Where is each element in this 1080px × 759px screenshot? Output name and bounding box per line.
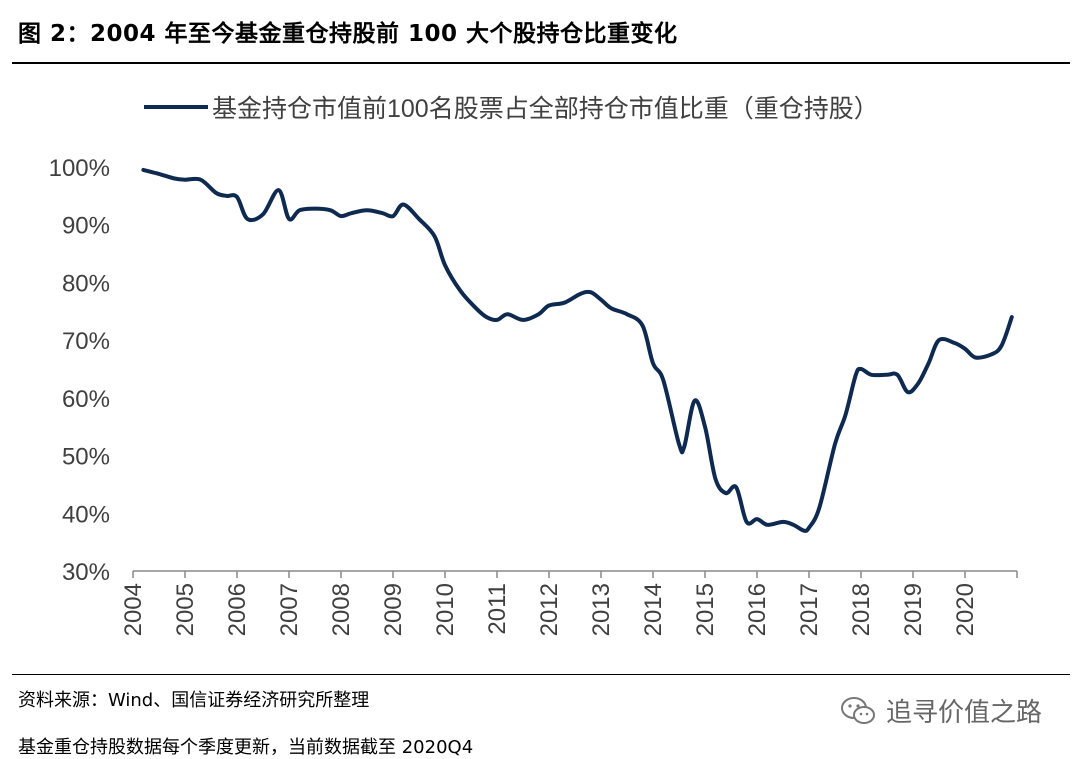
x-tick-label: 2010 [432, 583, 459, 636]
y-tick-label: 60% [62, 386, 110, 413]
legend-label: 基金持仓市值前100名股票占全部持仓市值比重（重仓持股） [212, 95, 879, 123]
x-tick-label: 2012 [536, 583, 563, 636]
x-tick-label: 2006 [224, 583, 251, 636]
x-axis: 2004 2005 2006 2007 2008 2009 2010 2011 2012 2013… [120, 570, 1018, 636]
x-tick-label: 2008 [328, 583, 355, 636]
x-tick-label: 2018 [848, 583, 875, 636]
x-tick-label: 2009 [380, 583, 407, 636]
chart-legend: 基金持仓市值前100名股票占全部持仓市值比重（重仓持股） [144, 95, 879, 123]
x-tick-label: 2004 [120, 583, 147, 636]
y-axis: 100% 90% 80% 70% 60% 50% 40% 30% [49, 155, 110, 586]
watermark-text: 追寻价值之路 [886, 698, 1043, 728]
y-tick-label: 80% [62, 270, 110, 297]
x-tick-label: 2011 [484, 583, 511, 635]
y-tick-label: 100% [49, 155, 110, 182]
data-note: 基金重仓持股数据每个季度更新，当前数据截至 2020Q4 [18, 737, 474, 758]
top-rule [12, 62, 1070, 64]
x-tick-label: 2007 [276, 583, 303, 636]
y-tick-label: 50% [62, 444, 110, 471]
x-tick-label: 2020 [952, 583, 979, 636]
source-note: 资料来源：Wind、国信证券经济研究所整理 [18, 690, 370, 711]
bottom-rule [12, 674, 1070, 675]
y-tick-label: 40% [62, 501, 110, 528]
y-tick-label: 30% [62, 559, 110, 586]
series-line [141, 167, 1014, 533]
x-tick-label: 2017 [796, 583, 823, 636]
figure-title: 图 2：2004 年至今基金重仓持股前 100 大个股持仓比重变化 [18, 21, 678, 47]
watermark: 追寻价值之路 [840, 692, 1042, 729]
x-tick-label: 2019 [900, 583, 927, 636]
wechat-icon [841, 696, 875, 724]
x-tick-label: 2005 [172, 583, 199, 636]
y-tick-label: 70% [62, 328, 110, 355]
x-tick-label: 2015 [692, 583, 719, 636]
x-tick-label: 2016 [744, 583, 771, 636]
x-tick-label: 2013 [588, 583, 615, 636]
x-tick-label: 2014 [640, 583, 667, 636]
line-chart: 基金持仓市值前100名股票占全部持仓市值比重（重仓持股） 100% 90% 80% 7… [49, 95, 1018, 636]
y-tick-label: 90% [62, 213, 110, 240]
